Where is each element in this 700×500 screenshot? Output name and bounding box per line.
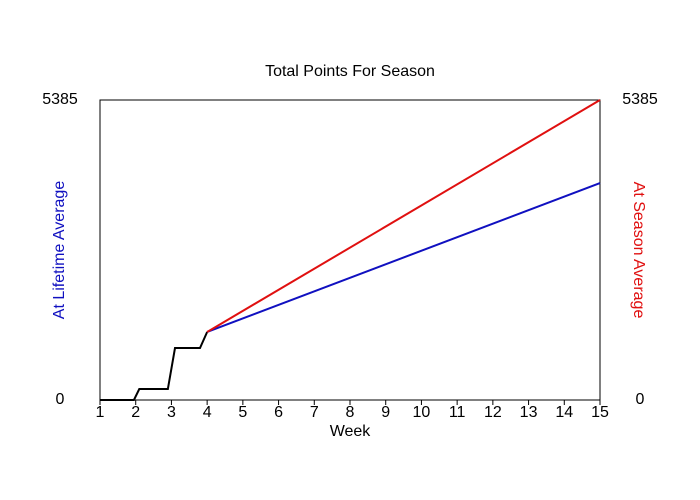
chart-title: Total Points For Season	[265, 63, 435, 80]
series-line	[206, 99, 601, 333]
y2-axis-label: At Season Average	[630, 182, 647, 319]
x-tick-label: 14	[555, 404, 573, 421]
y2-tick-label: 5385	[622, 91, 658, 108]
x-tick-label: 1	[96, 404, 105, 421]
x-tick-label: 10	[413, 404, 431, 421]
y-axis-label: At Lifetime Average	[51, 181, 68, 320]
x-tick-label: 9	[381, 404, 390, 421]
x-tick-label: 12	[484, 404, 502, 421]
x-tick-label: 8	[346, 404, 355, 421]
x-tick-label: 5	[238, 404, 247, 421]
x-tick-label: 6	[274, 404, 283, 421]
x-tick-label: 3	[167, 404, 176, 421]
y2-tick-label: 0	[636, 391, 645, 408]
x-axis-label: Week	[330, 423, 372, 440]
series-line	[100, 331, 209, 401]
y-tick-label: 5385	[42, 91, 78, 108]
x-tick-label: 13	[520, 404, 538, 421]
x-tick-label: 2	[131, 404, 140, 421]
x-tick-label: 15	[591, 404, 609, 421]
x-tick-label: 7	[310, 404, 319, 421]
x-tick-label: 4	[203, 404, 212, 421]
x-tick-label: 11	[449, 404, 466, 421]
y-tick-label: 0	[56, 391, 65, 408]
series-line	[206, 182, 601, 333]
